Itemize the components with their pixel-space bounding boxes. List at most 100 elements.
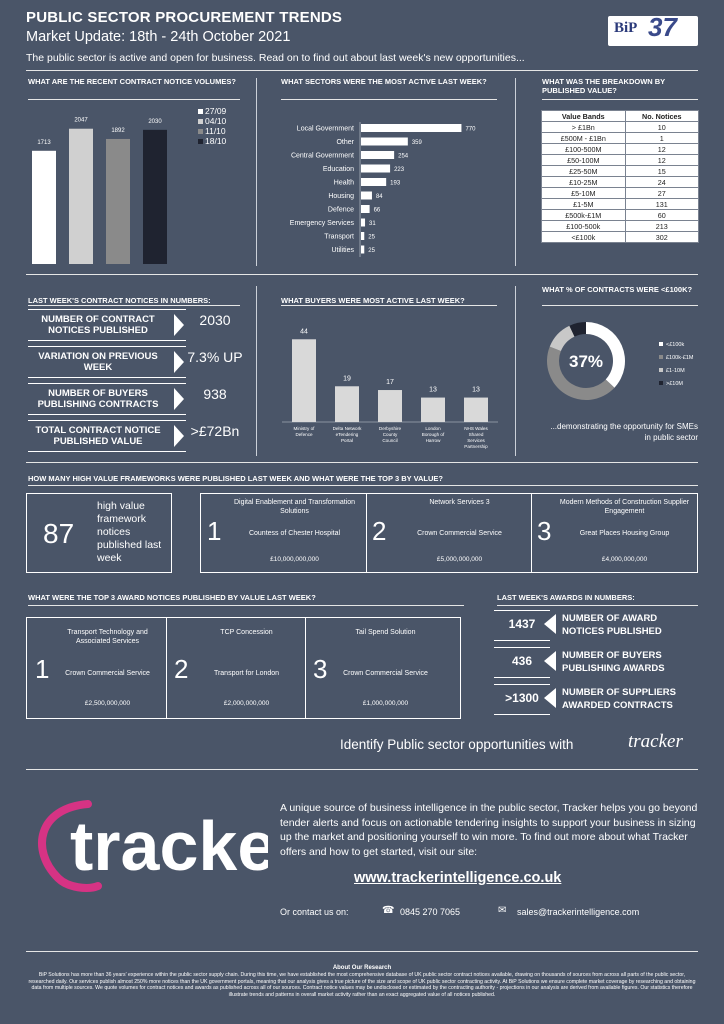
numbers-rule — [494, 610, 550, 611]
section-title-award-numbers: LAST WEEK'S AWARDS IN NUMBERS: — [497, 593, 635, 602]
sector-bar — [361, 245, 365, 254]
numbers-rule — [28, 451, 186, 452]
sector-bar-label: 193 — [390, 181, 401, 187]
arrow-icon — [544, 688, 556, 708]
sector-bar — [361, 124, 462, 132]
numbers-rule — [28, 309, 186, 310]
legend-label: £1-10M — [666, 368, 685, 374]
buyer-category-label: Ministry of — [294, 426, 316, 431]
legend-swatch — [198, 129, 203, 134]
email-address[interactable]: sales@trackerintelligence.com — [517, 907, 640, 917]
table-cell: 10 — [624, 121, 700, 133]
item-title: Modern Methods of Construction Supplier … — [559, 499, 690, 515]
arrow-icon — [544, 651, 556, 671]
buyer-category-label: Defence — [295, 432, 313, 437]
arrow-icon — [174, 388, 184, 410]
buyer-category-label: Borough of — [422, 432, 445, 437]
item-buyer: Crown Commercial Service — [417, 530, 502, 537]
divider — [28, 485, 698, 486]
item-buyer: Transport for London — [213, 670, 280, 677]
legend-label: 11/10 — [205, 126, 226, 136]
buyer-bar-label: 13 — [472, 387, 480, 394]
buyer-category-label: Portal — [341, 438, 353, 443]
buyer-category-label: Harrow — [426, 438, 441, 443]
table-row: £500k-£1M 60 — [541, 209, 700, 221]
sector-category-label: Housing — [328, 193, 354, 200]
volume-bar-label: 1892 — [111, 128, 125, 134]
awards-top3-box: 1 Transport Technology and Associated Ser… — [26, 617, 461, 719]
table-cell: 1 — [624, 132, 700, 144]
buyer-category-label: Services — [467, 438, 485, 443]
numbers-rule — [28, 340, 186, 341]
numbers-rule — [28, 420, 186, 421]
legend-label: 18/10 — [205, 136, 227, 146]
item-value: £5,000,000,000 — [436, 556, 483, 563]
divider — [281, 99, 497, 100]
sector-bar-label: 254 — [398, 154, 409, 160]
framework-count-text: high value framework notices published l… — [97, 500, 162, 564]
donut-slice — [547, 346, 615, 400]
volume-bar — [106, 138, 130, 264]
item-title: Transport Technology and Associated Serv… — [67, 629, 148, 645]
divider — [542, 99, 698, 100]
table-cell: > £1Bn — [541, 121, 626, 133]
footer-title: About Our Research — [332, 965, 392, 971]
arrow-icon — [174, 425, 184, 447]
sector-bar — [361, 137, 408, 146]
buyer-bar-label: 17 — [386, 379, 394, 386]
buyer-category-label: eTendering — [336, 432, 359, 437]
value-bands-table: Value Bands No. Notices > £1Bn 10 £500M - £… — [541, 110, 700, 243]
legend-label: >£10M — [666, 381, 683, 387]
identify-text: Identify Public sector opportunities wit… — [340, 737, 574, 752]
phone-number[interactable]: 0845 270 7065 — [400, 907, 461, 917]
numbers-label: TOTAL CONTRACT NOTICE PUBLISHED VALUE — [35, 425, 161, 447]
legend-label: 27/09 — [205, 106, 227, 116]
column-divider — [515, 286, 516, 456]
tracker-small-logo: tracker — [628, 731, 683, 753]
award-numbers-value: >1300 — [505, 691, 539, 705]
volume-bar — [143, 129, 167, 264]
table-row: > £1Bn 10 — [541, 121, 700, 133]
item-title: Tail Spend Solution — [355, 629, 416, 636]
buyer-bar — [421, 397, 445, 422]
column-divider — [515, 78, 516, 266]
item-buyer: Crown Commercial Service — [65, 670, 150, 677]
section-title-volumes: WHAT ARE THE RECENT CONTRACT NOTICE VOLU… — [28, 77, 236, 86]
divider — [281, 305, 497, 306]
volume-bar-label: 2030 — [148, 119, 162, 125]
item-value: £2,500,000,000 — [84, 700, 131, 707]
table-cell: £10-25M — [541, 176, 626, 188]
volume-bar-label: 1713 — [37, 140, 51, 146]
legend-swatch — [198, 139, 203, 144]
table-cell: 27 — [624, 187, 700, 199]
section-title-buyers: WHAT BUYERS WERE MOST ACTIVE LAST WEEK? — [281, 296, 465, 305]
numbers-value: >£72Bn — [190, 423, 240, 439]
tracker-small-logo-text: tracker — [628, 731, 683, 752]
donut-slice — [549, 325, 575, 352]
rank-number: 3 — [537, 516, 552, 546]
value-table-wrapper: Value Bands No. Notices > £1Bn 10 £500M - £… — [541, 110, 700, 243]
item-title: Network Services 3 — [429, 499, 490, 506]
sector-bar — [361, 191, 372, 200]
legend-label: <£100k — [666, 342, 684, 348]
bip-logo-number: 37 — [648, 12, 677, 42]
rank-number: 1 — [207, 516, 222, 546]
tracker-url-link[interactable]: www.trackerintelligence.co.uk — [354, 870, 562, 886]
award-numbers-label: NUMBER OF BUYERS PUBLISHING AWARDS — [562, 650, 665, 674]
award-numbers-label: NUMBER OF AWARD NOTICES PUBLISHED — [562, 613, 662, 637]
table-cell: 131 — [624, 198, 700, 210]
rank-number: 2 — [372, 516, 387, 546]
table-cell: 15 — [624, 165, 700, 177]
buyer-bar-label: 13 — [429, 387, 437, 394]
numbers-label: NUMBER OF BUYERS PUBLISHING CONTRACTS — [37, 388, 159, 410]
donut-slice — [569, 322, 586, 337]
buyer-category-label: Delta Network — [333, 426, 363, 431]
sector-bar-label: 770 — [465, 127, 476, 133]
table-cell: £1-5M — [541, 198, 626, 210]
contact-label: Or contact us on: — [280, 907, 349, 917]
legend-swatch — [659, 342, 663, 346]
section-title-numbers: LAST WEEK'S CONTRACT NOTICES IN NUMBERS: — [28, 296, 211, 305]
table-row: £100-500k 213 — [541, 220, 700, 232]
numbers-rule — [28, 383, 186, 384]
